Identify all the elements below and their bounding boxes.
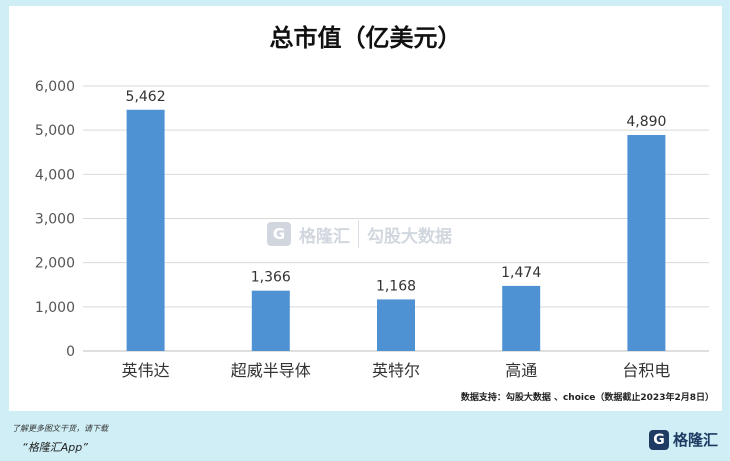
footer-brand: G 格隆汇 — [648, 429, 718, 450]
bar-chart: 0 1,000 2,000 3,000 4,000 5,000 6,000 5,462 英伟达 1… — [35, 79, 709, 380]
data-label: 1,366 — [251, 270, 291, 286]
footer-line1: 了解更多图文干货，请下载 — [12, 424, 108, 433]
x-tick-label: 超威半导体 — [231, 361, 311, 380]
bar — [126, 109, 165, 352]
bar — [627, 135, 666, 351]
y-tick-label: 0 — [66, 344, 75, 360]
chart-title: 总市值（亿美元） — [269, 24, 462, 52]
footer-line2: “格隆汇App” — [22, 441, 88, 454]
bar — [502, 285, 541, 351]
y-tick-label: 2,000 — [35, 256, 75, 272]
data-label: 4,890 — [626, 114, 666, 130]
watermark: G 格隆汇 勾股大数据 — [267, 220, 452, 248]
x-tick-label: 英伟达 — [122, 361, 170, 380]
bar — [251, 290, 290, 351]
y-tick-label: 1,000 — [35, 300, 75, 316]
data-label: 5,462 — [126, 89, 166, 105]
watermark-brand: 格隆汇 — [299, 226, 350, 247]
chart-panel: 总市值（亿美元） 0 1,000 2,000 3,000 4,000 5,000 6,000… — [9, 6, 722, 411]
data-label: 1,168 — [376, 278, 416, 294]
brand-name: 格隆汇 — [672, 431, 718, 449]
source-note: 数据支持：勾股大数据 、choice（数据截止2023年2月8日） — [460, 393, 714, 403]
y-tick-label: 4,000 — [35, 167, 75, 183]
brand-logo-icon: G — [648, 429, 669, 450]
y-tick-label: 3,000 — [35, 212, 75, 228]
bar — [377, 299, 415, 351]
x-tick-label: 高通 — [505, 361, 537, 380]
y-tick-label: 5,000 — [35, 123, 75, 139]
x-tick-label: 英特尔 — [372, 361, 420, 380]
y-tick-label: 6,000 — [35, 79, 75, 95]
watermark-sub: 勾股大数据 — [367, 226, 452, 247]
watermark-divider — [358, 220, 359, 248]
watermark-logo-icon: G — [267, 222, 291, 246]
x-tick-label: 台积电 — [622, 361, 670, 380]
data-label: 1,474 — [501, 265, 541, 281]
